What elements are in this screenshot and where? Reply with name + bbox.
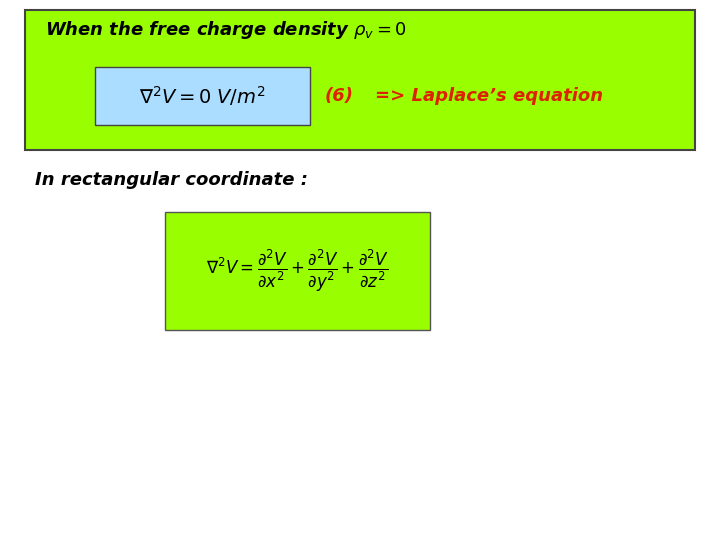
FancyBboxPatch shape: [165, 212, 430, 330]
Text: In rectangular coordinate :: In rectangular coordinate :: [35, 171, 308, 189]
FancyBboxPatch shape: [25, 10, 695, 150]
Text: When the free charge density $\rho_v = 0$: When the free charge density $\rho_v = 0…: [45, 19, 407, 41]
Text: (6): (6): [325, 87, 354, 105]
Text: => Laplace’s equation: => Laplace’s equation: [375, 87, 603, 105]
Text: $\nabla^2 V = 0 \; V/m^2$: $\nabla^2 V = 0 \; V/m^2$: [139, 84, 266, 108]
FancyBboxPatch shape: [95, 67, 310, 125]
Text: $\nabla^2 V = \dfrac{\partial^2 V}{\partial x^2} + \dfrac{\partial^2 V}{\partial: $\nabla^2 V = \dfrac{\partial^2 V}{\part…: [206, 248, 389, 294]
